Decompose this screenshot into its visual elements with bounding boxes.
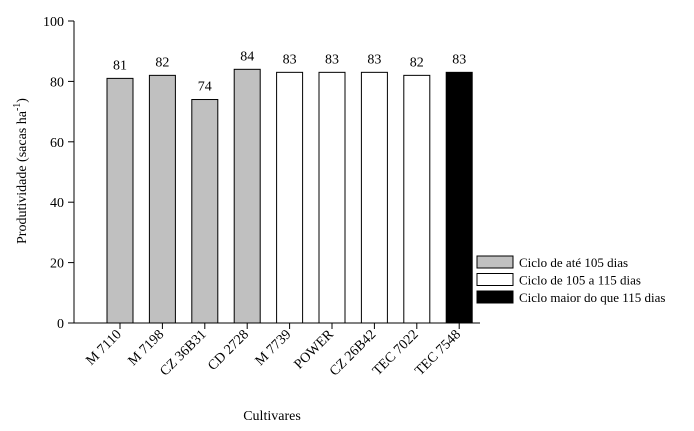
y-tick-label: 100 <box>43 15 64 30</box>
legend-swatch <box>476 255 514 269</box>
y-tick-label: 20 <box>50 257 64 272</box>
bar <box>106 77 134 324</box>
bar <box>148 74 176 324</box>
legend-swatch <box>476 273 514 286</box>
bar-value-label: 82 <box>410 55 424 70</box>
x-category-label: M 7110 <box>84 327 125 368</box>
y-axis-title: Produtividade (sacas ha-1) <box>12 98 30 244</box>
bar-value-label: 83 <box>452 52 466 67</box>
bar <box>191 99 219 324</box>
value-labels: 81 82 74 84 83 83 83 82 83 <box>113 49 466 94</box>
x-axis <box>74 322 480 329</box>
bar <box>360 71 388 324</box>
x-category-label: CZ 26B42 <box>327 327 379 379</box>
x-category-label: CZ 36B31 <box>157 327 209 379</box>
bar <box>403 74 431 324</box>
y-axis-title-superscript: -1 <box>12 103 23 111</box>
legend-label: Ciclo de 105 a 115 dias <box>519 273 641 288</box>
bars <box>106 68 473 324</box>
y-axis: 0 20 40 60 80 100 <box>43 15 75 332</box>
legend: Ciclo de até 105 dias Ciclo de 105 a 115 … <box>476 255 665 305</box>
bar <box>233 68 261 324</box>
y-axis-title-end: ) <box>15 98 30 103</box>
bar-value-label: 82 <box>155 55 169 70</box>
legend-item: Ciclo de 105 a 115 dias <box>476 273 641 288</box>
bar <box>276 71 304 324</box>
bar-value-label: 83 <box>367 52 381 67</box>
bar-value-label: 81 <box>113 58 127 73</box>
x-axis-title: Cultivares <box>243 409 301 424</box>
legend-item: Ciclo de até 105 dias <box>476 255 628 270</box>
bar-value-label: 74 <box>198 80 212 95</box>
y-tick-label: 40 <box>50 196 64 211</box>
x-category-label: M 7739 <box>253 327 295 369</box>
legend-label: Ciclo maior do que 115 dias <box>519 290 665 305</box>
x-category-label: M 7198 <box>126 327 168 369</box>
y-tick-label: 80 <box>50 75 64 90</box>
bar-value-label: 83 <box>283 52 297 67</box>
x-category-label: TEC 7022 <box>370 327 422 379</box>
x-category-label: CD 2728 <box>205 327 252 374</box>
bar-value-label: 83 <box>325 52 339 67</box>
y-axis-title-main: Produtividade (sacas ha <box>15 110 30 244</box>
y-tick-label: 0 <box>57 317 64 332</box>
legend-item: Ciclo maior do que 115 dias <box>476 290 665 305</box>
bar <box>445 71 473 324</box>
legend-label: Ciclo de até 105 dias <box>519 255 628 270</box>
y-tick-label: 60 <box>50 136 64 151</box>
x-category-label: TEC 7548 <box>412 327 464 379</box>
bar-value-label: 84 <box>240 49 254 64</box>
bar <box>318 71 346 324</box>
legend-swatch <box>476 290 514 304</box>
